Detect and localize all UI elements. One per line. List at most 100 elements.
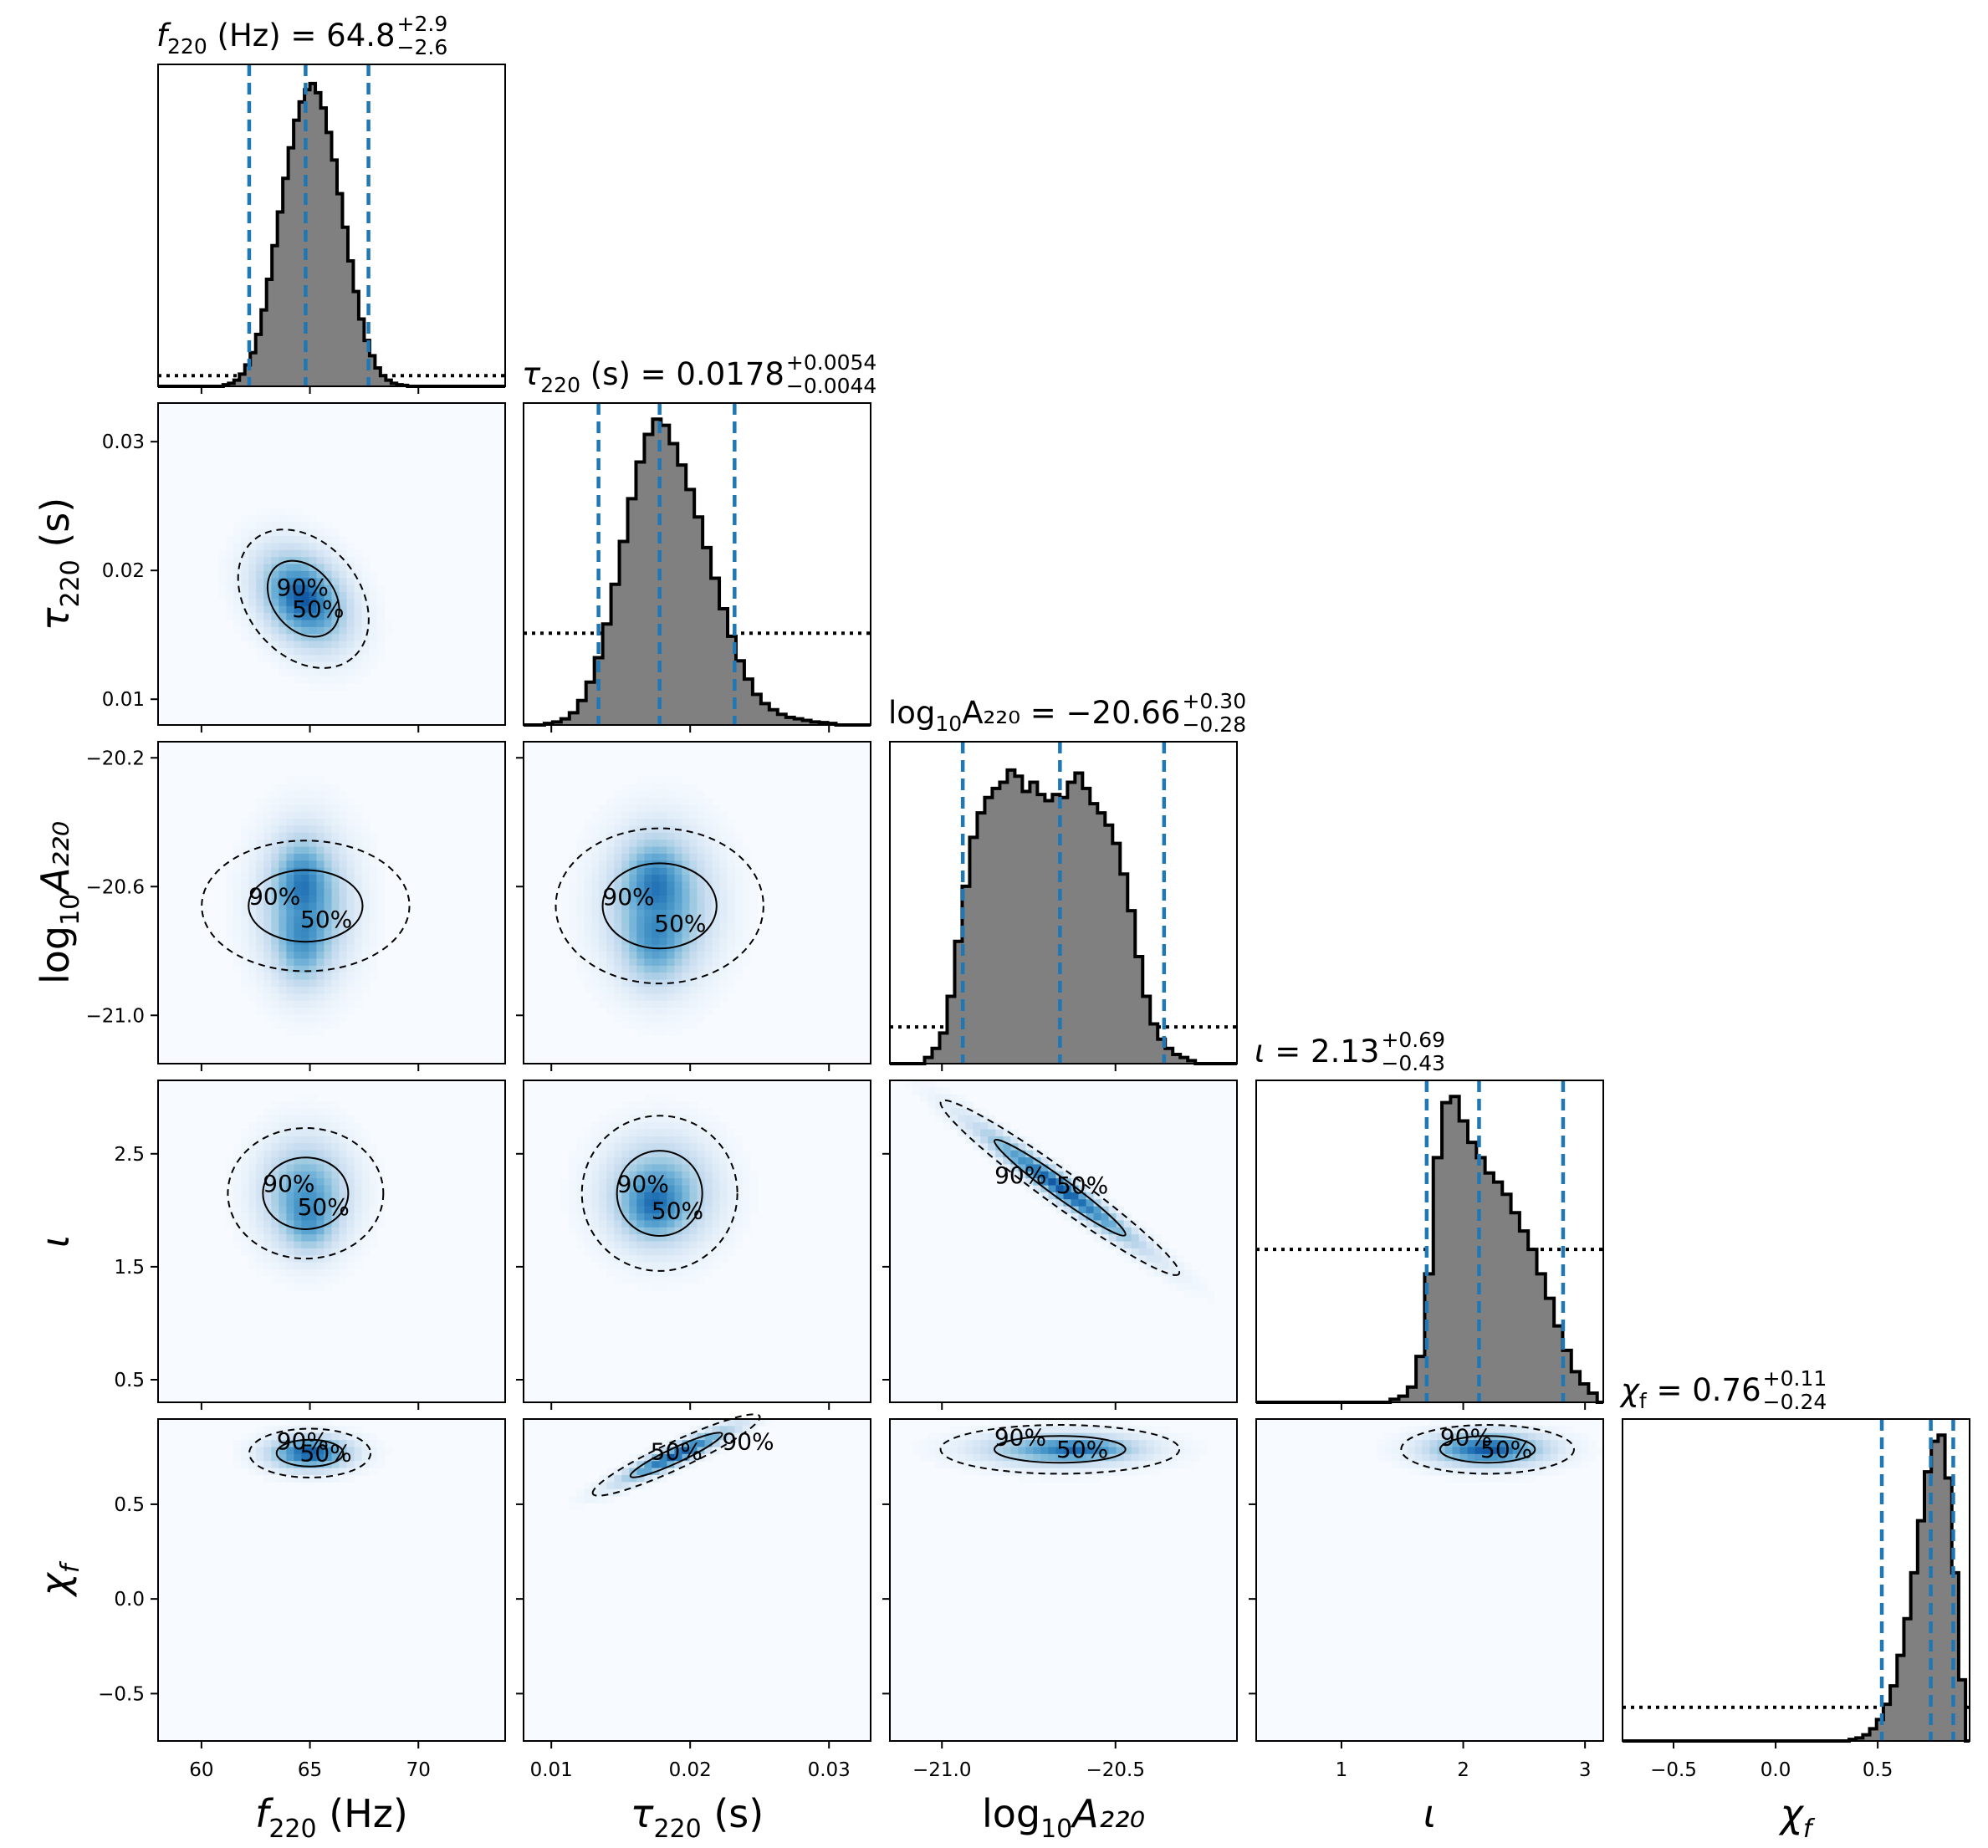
hist-frame [1255, 1080, 1604, 1403]
density-bg [524, 1419, 871, 1741]
contour-50 [616, 1150, 703, 1238]
contour-label-90: 90% [994, 1161, 1046, 1189]
hist-title-chif: χf = 0.76 [1619, 1372, 1761, 1413]
y-axis-label-chif: χf [33, 1560, 85, 1598]
x-tick-label: 60 [189, 1759, 213, 1781]
density-frame [889, 1418, 1238, 1742]
contour-50 [601, 862, 718, 950]
ci-plus: +0.0054 [786, 350, 876, 375]
density-f220-chif: 50%90% [157, 1418, 506, 1742]
contour-90 [227, 1127, 385, 1260]
ci-plus: +0.11 [1763, 1366, 1827, 1391]
density-f220-iota: 50%90% [157, 1080, 506, 1403]
ci-minus: −0.28 [1182, 712, 1246, 737]
ci-minus: −2.6 [397, 35, 448, 59]
ci-minus: −0.43 [1381, 1051, 1445, 1075]
hist-fill [158, 83, 408, 386]
contour-90 [1400, 1424, 1575, 1475]
y-tick-label: 0.01 [102, 689, 145, 711]
hist-outline [1256, 1095, 1603, 1404]
contour-50 [275, 1438, 345, 1468]
contour-50 [629, 1432, 723, 1478]
y-tick-label: −21.0 [86, 1005, 145, 1027]
contour-label-90: 90% [277, 1427, 329, 1455]
contour-90 [939, 1424, 1181, 1475]
ci-plus: +2.9 [397, 12, 448, 36]
contour-label-90: 90% [994, 1424, 1046, 1452]
density-logA-chif: 50% 90% [889, 1418, 1238, 1742]
y-tick-label: 0.02 [102, 560, 145, 582]
histogram-chif: χf = 0.76 +0.11−0.24 [1619, 1366, 1970, 1743]
contour-label-50: 50% [1480, 1436, 1532, 1463]
density-heatmap [233, 1419, 393, 1483]
density-heatmap [561, 1094, 759, 1291]
hist-frame [1622, 1418, 1970, 1742]
y-tick-label: −20.2 [86, 748, 145, 769]
hist-outline [158, 81, 505, 388]
density-heatmap [1377, 1419, 1603, 1483]
density-tau220-iota: 50%90% [523, 1080, 871, 1403]
density-frame [157, 402, 506, 726]
hist-fill [1623, 1435, 1966, 1741]
hist-fill [524, 419, 836, 725]
y-tick-label: 0.5 [114, 1494, 145, 1516]
hist-outline [1623, 1433, 1970, 1743]
contour-50 [993, 1138, 1127, 1237]
y-tick-label: 1.5 [114, 1257, 145, 1279]
x-axis-label-tau220: τ220 (s) [631, 1791, 764, 1844]
hist-frame [889, 741, 1238, 1064]
contour-label-50: 50% [298, 1193, 350, 1221]
hist-title-iota: ι = 2.13 [1255, 1034, 1379, 1069]
histogram-iota: ι = 2.13 +0.69−0.43 [1255, 1028, 1604, 1404]
y-tick-label: 0.0 [114, 1589, 145, 1611]
y-axis-label-iota: ι [33, 1235, 78, 1248]
contour-50 [248, 869, 364, 943]
contour-90 [591, 1413, 761, 1497]
contour-label-50: 50% [1056, 1172, 1108, 1199]
density-tau220-logA: 50%90% [523, 741, 871, 1064]
x-tick-label: 0.03 [808, 1759, 851, 1781]
density-heatmap [218, 508, 393, 691]
hist-title-tau220: τ220 (s) = 0.0178 [522, 356, 784, 397]
ci-minus: −0.0044 [786, 374, 876, 398]
x-tick-label: 0.02 [669, 1759, 712, 1781]
hist-outline [890, 768, 1237, 1065]
contour-50 [994, 1435, 1127, 1464]
contour-label-90: 90% [263, 1170, 314, 1197]
density-frame [157, 1418, 506, 1742]
contour-90 [580, 1115, 738, 1272]
density-heatmap [905, 1080, 1215, 1305]
y-axis-label-tau220: τ220 (s) [33, 498, 85, 630]
contour-90 [939, 1099, 1181, 1276]
density-iota-chif: 50%90% [1255, 1418, 1604, 1742]
hist-fill [1256, 1096, 1597, 1402]
x-axis-label-f220: f220 (Hz) [255, 1791, 408, 1844]
density-f220-tau220: 50%90% [157, 402, 506, 726]
contour-label-90: 90% [248, 882, 300, 910]
y-tick-label: −20.6 [86, 876, 145, 898]
x-tick-label: −21.0 [912, 1759, 971, 1781]
density-frame [1255, 1418, 1604, 1742]
y-tick-label: 0.03 [102, 431, 145, 453]
density-heatmap [561, 776, 759, 1037]
x-axis-label-iota: ι [1423, 1791, 1437, 1836]
density-f220-logA: 50%90% [157, 741, 506, 1064]
density-bg [890, 1080, 1237, 1402]
contour-label-90: 90% [722, 1427, 774, 1455]
hist-title-logA: log10A₂₂₀ = −20.66 [888, 695, 1180, 736]
x-tick-label: −20.5 [1086, 1759, 1145, 1781]
contour-label-50: 50% [292, 595, 344, 623]
ci-plus: +0.30 [1182, 689, 1246, 713]
y-axis-label-logA: log10A₂₂₀ [33, 821, 85, 984]
x-tick-label: 1 [1336, 1759, 1348, 1781]
contour-label-90: 90% [602, 883, 654, 911]
contour-50 [262, 1156, 350, 1230]
x-axis-label-logA: log10A₂₂₀ [982, 1791, 1145, 1844]
ci-minus: −0.24 [1763, 1390, 1827, 1414]
contour-label-90: 90% [1440, 1424, 1492, 1452]
y-tick-label: −0.5 [98, 1683, 145, 1705]
contour-90 [554, 827, 764, 985]
y-tick-label: 2.5 [114, 1144, 145, 1166]
